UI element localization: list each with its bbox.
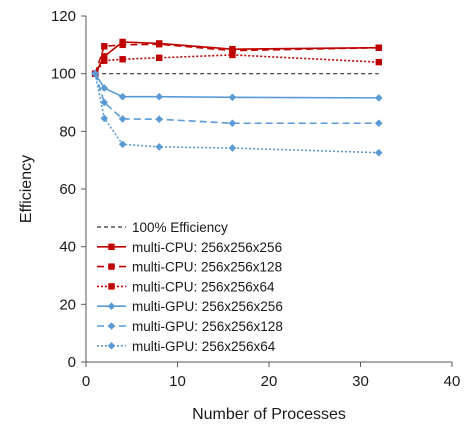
legend-item: multi-CPU: 256x256x64 xyxy=(97,279,275,294)
legend-item: multi-GPU: 256x256x64 xyxy=(97,339,276,354)
data-point xyxy=(101,53,108,60)
data-point xyxy=(228,93,237,102)
legend-label: 100% Efficiency xyxy=(132,220,228,235)
x-tick-label: 10 xyxy=(169,373,186,390)
x-tick-label: 20 xyxy=(261,373,278,390)
data-point xyxy=(155,143,163,151)
data-point xyxy=(229,47,236,54)
data-point xyxy=(118,140,127,149)
data-point xyxy=(156,41,163,48)
legend-item: multi-CPU: 256x256x128 xyxy=(97,260,282,275)
series-2 xyxy=(91,41,382,77)
data-point xyxy=(100,98,109,107)
legend-marker xyxy=(107,322,116,330)
series-line xyxy=(94,43,379,74)
series-4 xyxy=(91,69,383,102)
series-line xyxy=(94,41,379,75)
y-tick-label: 0 xyxy=(68,354,76,371)
data-point xyxy=(118,92,127,101)
data-point xyxy=(375,94,383,102)
legend-marker xyxy=(107,342,116,350)
legend-label: multi-GPU: 256x256x64 xyxy=(132,339,276,354)
legend-item: 100% Efficiency xyxy=(97,220,228,235)
data-point xyxy=(101,43,108,50)
data-point xyxy=(101,57,108,64)
y-tick-label: 100 xyxy=(51,66,76,83)
legend: 100% Efficiency multi-CPU: 256x256x256 mul… xyxy=(97,220,283,354)
data-point xyxy=(100,114,109,123)
legend-item: multi-GPU: 256x256x128 xyxy=(97,319,283,334)
series-line xyxy=(94,73,379,125)
legend-label: multi-GPU: 256x256x256 xyxy=(132,299,283,314)
legend-marker xyxy=(108,243,115,250)
y-tick-label: 80 xyxy=(59,123,76,140)
legend-marker xyxy=(108,263,115,270)
data-point xyxy=(91,69,99,78)
legend-marker xyxy=(108,283,115,290)
series-6 xyxy=(91,69,383,157)
y-tick-label: 120 xyxy=(51,8,76,25)
data-point xyxy=(119,56,126,63)
data-point xyxy=(119,41,126,49)
series-line xyxy=(94,73,379,99)
data-point xyxy=(155,92,163,101)
legend-label: multi-GPU: 256x256x128 xyxy=(132,319,283,334)
legend-marker xyxy=(107,302,116,310)
data-point xyxy=(375,119,383,128)
data-point xyxy=(228,119,237,128)
series-line xyxy=(94,73,379,154)
series-line xyxy=(94,54,379,75)
x-tick-label: 30 xyxy=(352,373,369,390)
data-point xyxy=(156,54,163,62)
y-axis-title: Efficiency xyxy=(18,155,35,223)
legend-label: multi-CPU: 256x256x128 xyxy=(132,260,282,275)
axes: 0 20 40 60 80 100 120 0 10 20 30 40 xyxy=(51,8,460,390)
y-tick-label: 20 xyxy=(59,296,76,313)
data-point xyxy=(229,51,236,59)
legend-label: multi-CPU: 256x256x64 xyxy=(132,279,275,294)
x-tick-label: 40 xyxy=(444,373,461,390)
data-point xyxy=(228,144,237,152)
data-point xyxy=(100,84,109,92)
x-axis-title: Number of Processes xyxy=(192,406,346,423)
legend-item: multi-CPU: 256x256x256 xyxy=(97,240,282,255)
legend-item: multi-GPU: 256x256x256 xyxy=(97,299,283,314)
data-point xyxy=(375,58,382,66)
x-tick-label: 0 xyxy=(82,373,90,390)
legend-label: multi-CPU: 256x256x256 xyxy=(132,240,282,255)
data-point xyxy=(375,44,382,51)
data-point xyxy=(375,148,383,157)
data-point xyxy=(118,115,127,123)
plot-area xyxy=(91,38,383,157)
y-tick-label: 60 xyxy=(59,181,76,198)
data-point xyxy=(155,115,163,124)
y-tick-label: 40 xyxy=(59,239,76,256)
